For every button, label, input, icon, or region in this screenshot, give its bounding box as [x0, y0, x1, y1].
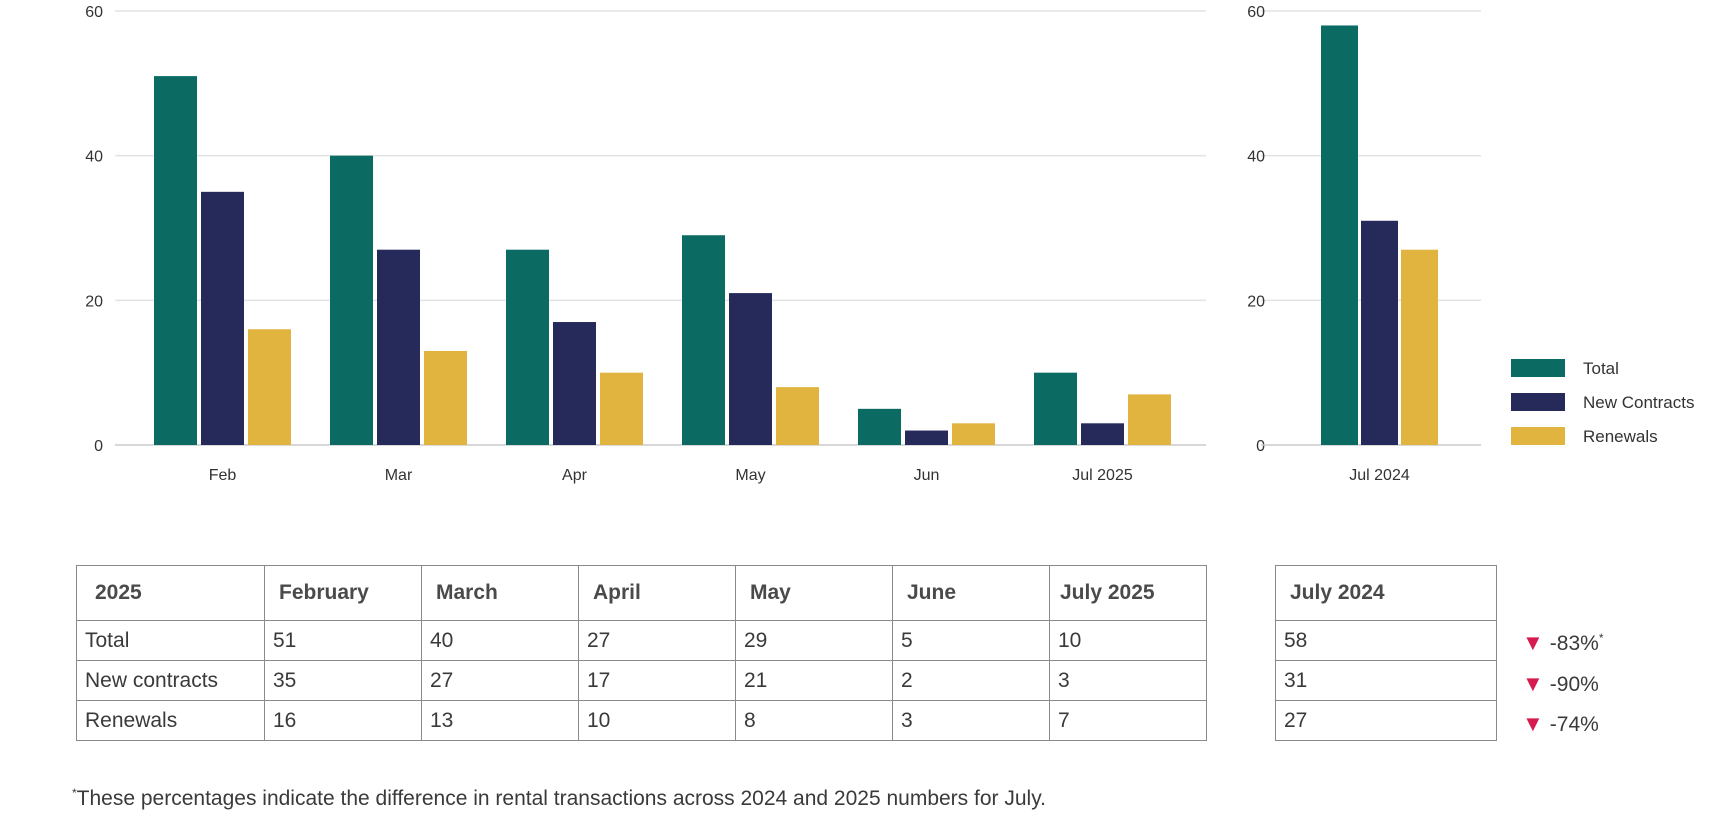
x-tick-label: Jul 2025 [1072, 467, 1133, 484]
table-cell: 16 [264, 700, 422, 741]
legend-label: Renewals [1583, 427, 1658, 446]
bar-total [330, 155, 373, 445]
legend-label: Total [1583, 359, 1619, 378]
table-row: Total 51 40 27 29 5 10 [76, 620, 1207, 661]
bar-renewals [1128, 394, 1171, 445]
table-cell: 7 [1049, 700, 1207, 741]
table-july-2024: July 2024 58 31 27 [1275, 565, 1497, 741]
y-tick-label: 0 [94, 438, 103, 455]
bar-total [506, 249, 549, 445]
legend-swatch [1511, 427, 1565, 445]
footnote-mark: * [1598, 631, 1604, 645]
footnote-text: These percentages indicate the differenc… [76, 787, 1046, 810]
table-header-april: April [578, 565, 736, 621]
table-cell: 3 [1049, 660, 1207, 701]
bar-total [154, 76, 197, 445]
bar-new-contracts [201, 191, 244, 445]
table-cell: 27 [578, 620, 736, 661]
y-tick-label: 60 [85, 4, 103, 21]
y-tick-label: 60 [1247, 4, 1265, 21]
table-header-year: 2025 [76, 565, 265, 621]
down-triangle-icon: ▼ [1522, 671, 1544, 696]
x-tick-label: Apr [562, 467, 588, 484]
change-new-contracts: ▼ -90% [1522, 671, 1599, 697]
x-tick-label: Mar [385, 467, 413, 484]
footnote: *These percentages indicate the differen… [72, 786, 1046, 811]
table-cell: 10 [578, 700, 736, 741]
bar-total [1034, 372, 1077, 445]
table-header-february: February [264, 565, 422, 621]
table-cell: 29 [735, 620, 893, 661]
x-tick-label: Feb [209, 467, 237, 484]
bar-total [682, 235, 725, 445]
y-tick-label: 40 [85, 149, 103, 166]
bar-new-contracts [1081, 423, 1124, 445]
table-cell: 27 [1275, 700, 1497, 741]
bar-new-contracts [377, 249, 420, 445]
table-cell: 5 [892, 620, 1050, 661]
table-row: 58 [1275, 620, 1497, 661]
table-cell: 21 [735, 660, 893, 701]
bar-renewals [600, 372, 643, 445]
bar-new-contracts [1361, 220, 1398, 445]
x-tick-label: Jul 2024 [1349, 467, 1410, 484]
table-cell: 13 [421, 700, 579, 741]
y-tick-label: 0 [1256, 438, 1265, 455]
table-header-july-2024: July 2024 [1275, 565, 1497, 621]
table-cell: 58 [1275, 620, 1497, 661]
table-header-july-2025: July 2025 [1049, 565, 1207, 621]
row-label: Renewals [76, 700, 265, 741]
row-label: New contracts [76, 660, 265, 701]
x-tick-label: Jun [914, 467, 940, 484]
bar-chart: 0 20 40 60 Feb Mar Apr May Jun Jul 2025 0 20 40 60 Jul… [85, 4, 1694, 484]
legend-swatch [1511, 359, 1565, 377]
y-tick-label: 40 [1247, 149, 1265, 166]
y-tick-label: 20 [1247, 293, 1265, 310]
table-row: 27 [1275, 700, 1497, 741]
change-value: -90% [1549, 673, 1599, 696]
table-cell: 17 [578, 660, 736, 701]
table-row: Renewals 16 13 10 8 3 7 [76, 700, 1207, 741]
table-row: 31 [1275, 660, 1497, 701]
table-cell: 31 [1275, 660, 1497, 701]
bar-renewals [1401, 249, 1438, 445]
table-cell: 8 [735, 700, 893, 741]
bar-new-contracts [553, 322, 596, 445]
table-header-row: 2025 February March April May June July … [76, 565, 1207, 621]
table-cell: 40 [421, 620, 579, 661]
table-cell: 10 [1049, 620, 1207, 661]
legend-swatch [1511, 393, 1565, 411]
row-label: Total [76, 620, 265, 661]
table-header-may: May [735, 565, 893, 621]
bar-renewals [424, 350, 467, 445]
footnote-mark: * [72, 786, 77, 800]
table-header-march: March [421, 565, 579, 621]
table-cell: 2 [892, 660, 1050, 701]
table-header-row: July 2024 [1275, 565, 1497, 621]
table-cell: 27 [421, 660, 579, 701]
table-cell: 3 [892, 700, 1050, 741]
bar-new-contracts [729, 293, 772, 445]
change-renewals: ▼ -74% [1522, 711, 1599, 737]
table-2025: 2025 February March April May June July … [76, 565, 1207, 741]
legend-label: New Contracts [1583, 393, 1694, 412]
down-triangle-icon: ▼ [1522, 711, 1544, 736]
bar-renewals [248, 329, 291, 445]
table-header-june: June [892, 565, 1050, 621]
bar-total [858, 408, 901, 445]
table-cell: 51 [264, 620, 422, 661]
down-triangle-icon: ▼ [1522, 630, 1544, 655]
y-tick-label: 20 [85, 293, 103, 310]
bar-renewals [952, 423, 995, 445]
bar-renewals [776, 387, 819, 445]
bar-total [1321, 25, 1358, 445]
table-cell: 35 [264, 660, 422, 701]
table-row: New contracts 35 27 17 21 2 3 [76, 660, 1207, 701]
bar-new-contracts [905, 430, 948, 445]
x-tick-label: May [735, 467, 765, 484]
change-total: ▼ -83%* [1522, 630, 1603, 656]
change-value: -74% [1549, 713, 1599, 736]
change-value: -83% [1549, 632, 1599, 655]
